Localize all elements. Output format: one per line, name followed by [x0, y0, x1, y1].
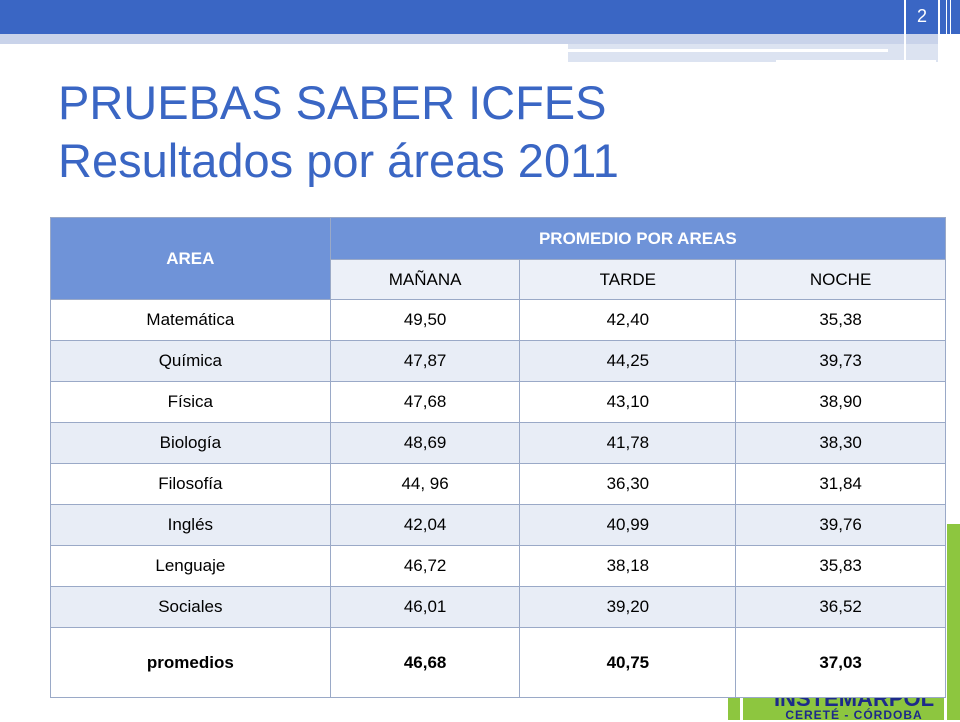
table-row: Química 47,87 44,25 39,73: [50, 340, 946, 382]
cell-value: 39,20: [519, 586, 737, 628]
top-banner-right-strip: [568, 44, 940, 62]
cell-area: Inglés: [50, 504, 331, 546]
cell-value: 37,03: [735, 627, 946, 698]
cell-value: 38,30: [735, 422, 946, 464]
cell-value: 47,87: [329, 340, 521, 382]
table-row: Lenguaje 46,72 38,18 35,83: [50, 545, 946, 587]
decor-line: [568, 49, 888, 52]
cell-value: 35,83: [735, 545, 946, 587]
table-row: Filosofía 44, 96 36,30 31,84: [50, 463, 946, 505]
cell-value: 40,75: [519, 627, 737, 698]
cell-area: Filosofía: [50, 463, 331, 505]
cell-area: Lenguaje: [50, 545, 331, 587]
cell-value: 38,90: [735, 381, 946, 423]
cell-value: 35,38: [735, 299, 946, 341]
slide-number: 2: [916, 6, 927, 26]
title-line-1: PRUEBAS SABER ICFES: [58, 76, 607, 129]
header-group: PROMEDIO POR AREAS: [329, 217, 947, 260]
cell-value: 47,68: [329, 381, 521, 423]
logo-location: CERETÉ - CÓRDOBA: [785, 708, 923, 722]
cell-area: Sociales: [50, 586, 331, 628]
cell-value: 31,84: [735, 463, 946, 505]
cell-area: Física: [50, 381, 331, 423]
table-row: Matemática 49,50 42,40 35,38: [50, 299, 946, 341]
cell-value: 40,99: [519, 504, 737, 546]
decor-vertical-line: [946, 0, 947, 64]
cell-area: promedios: [50, 627, 331, 698]
cell-value: 36,52: [735, 586, 946, 628]
header-shift: TARDE: [519, 259, 737, 300]
title-line-2: Resultados por áreas 2011: [58, 134, 619, 187]
header-shift: NOCHE: [735, 259, 946, 300]
table-row: Inglés 42,04 40,99 39,76: [50, 504, 946, 546]
table-row: Biología 48,69 41,78 38,30: [50, 422, 946, 464]
cell-value: 39,76: [735, 504, 946, 546]
decor-vertical-line: [938, 0, 940, 64]
table-row: Sociales 46,01 39,20 36,52: [50, 586, 946, 628]
cell-value: 44,25: [519, 340, 737, 382]
cell-value: 38,18: [519, 545, 737, 587]
decor-vertical-line: [950, 0, 951, 64]
cell-area: Química: [50, 340, 331, 382]
cell-value: 41,78: [519, 422, 737, 464]
cell-value: 46,01: [329, 586, 521, 628]
cell-value: 42,04: [329, 504, 521, 546]
cell-value: 46,72: [329, 545, 521, 587]
top-banner: [0, 0, 960, 34]
table-row: Física 47,68 43,10 38,90: [50, 381, 946, 423]
cell-value: 49,50: [329, 299, 521, 341]
header-shift: MAÑANA: [329, 259, 521, 300]
cell-value: 36,30: [519, 463, 737, 505]
cell-value: 39,73: [735, 340, 946, 382]
cell-value: 46,68: [329, 627, 521, 698]
cell-value: 44, 96: [329, 463, 521, 505]
table-total-row: promedios 46,68 40,75 37,03: [50, 627, 946, 698]
decor-vertical-line: [904, 0, 906, 64]
page-title: PRUEBAS SABER ICFES Resultados por áreas…: [58, 74, 918, 190]
cell-value: 42,40: [519, 299, 737, 341]
header-area: AREA: [50, 217, 331, 300]
decor-line: [776, 60, 936, 63]
cell-area: Matemática: [50, 299, 331, 341]
results-table: AREA PROMEDIO POR AREAS MAÑANA TARDE NOC…: [50, 217, 947, 698]
cell-value: 48,69: [329, 422, 521, 464]
cell-value: 43,10: [519, 381, 737, 423]
cell-area: Biología: [50, 422, 331, 464]
top-banner-light-strip: [0, 34, 940, 44]
